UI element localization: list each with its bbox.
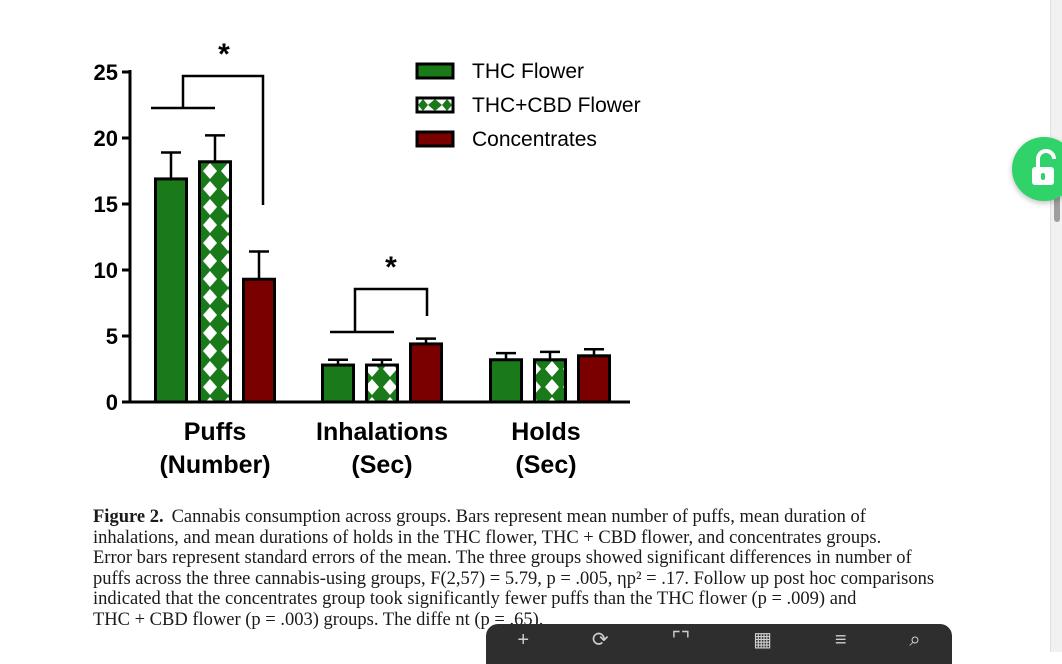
caption-label: Figure 2. [93,507,164,527]
y-tick-label: 25 [94,60,118,85]
category-label: (Sec) [515,451,576,479]
bar [242,277,276,404]
bar [365,363,399,404]
legend-label: THC+CBD Flower [472,94,641,117]
scrollbar-track[interactable] [1050,0,1062,652]
sig-bracket [181,74,265,205]
category-label: Holds [511,418,580,446]
unlock-button[interactable] [1012,137,1062,201]
category-label: (Sec) [351,451,412,479]
category-label: Puffs [184,418,247,446]
caption-line-4: puffs across the three cannabis-using gr… [93,568,935,589]
caption-line-5: indicated that the concentrates group to… [93,589,857,609]
legend-swatch-diamond [428,99,442,111]
plus-icon[interactable]: + [517,629,530,651]
rotate-icon[interactable]: ⟳ [591,629,609,651]
caption-line-3: Error bars represent standard errors of … [93,548,912,568]
sig-bracket [353,287,429,332]
caption-line-2: inhalations, and mean durations of holds… [93,527,882,548]
y-tick-label: 10 [94,258,118,283]
bar [198,160,232,404]
crop-icon[interactable]: ⌜⌝ [671,629,691,651]
caption-line-1: Cannabis consumption across groups. Bars… [171,507,866,527]
bar [489,358,523,404]
y-tick-label: 0 [106,390,118,415]
figure-caption: Figure 2. Cannabis consumption across gro… [93,507,1053,630]
legend-swatch-diamond [418,99,428,111]
y-tick-label: 5 [106,324,118,349]
grid-icon[interactable]: ▦ [753,629,772,651]
bar [321,363,355,404]
menu-icon[interactable]: ≡ [834,629,847,651]
bottom-toolbar: + ⟳ ⌜⌝ ▦ ≡ ⌕ [486,624,952,664]
category-label: (Number) [159,451,270,479]
caption-line-6: THC + CBD flower (p = .003) groups. The … [93,609,544,630]
legend-swatch [415,62,455,80]
bar-chart: * * 0 5 10 15 20 25 Puffs (Number) Inhalations (S… [94,38,641,479]
search-icon[interactable]: ⌕ [909,629,921,651]
unlock-icon [1032,149,1056,185]
legend-swatch-diamond [442,99,452,111]
bar [154,177,188,404]
y-tick-label: 20 [94,126,118,151]
bar [577,354,611,404]
category-label: Inhalations [316,418,448,446]
significance-star: * [385,251,397,284]
bar [533,358,567,404]
legend-label: THC Flower [472,60,584,83]
legend-label: Concentrates [472,128,597,151]
bar [409,342,443,404]
significance-star: * [218,38,230,71]
legend-swatch [415,130,455,148]
y-tick-label: 15 [94,192,118,217]
